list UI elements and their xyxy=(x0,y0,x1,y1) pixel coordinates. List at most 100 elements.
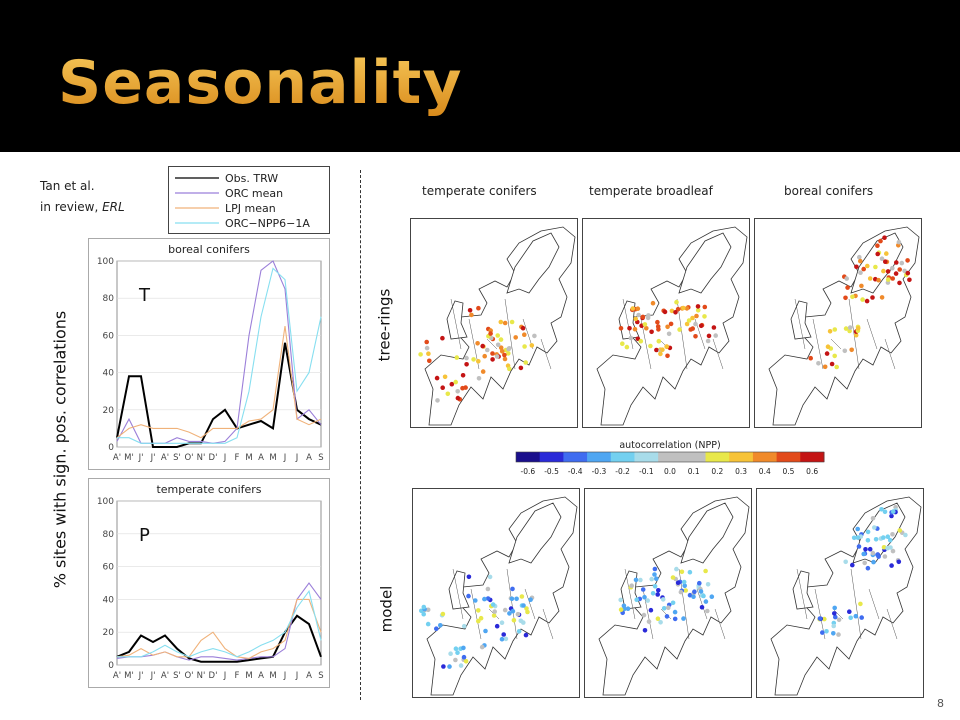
site-dot xyxy=(427,358,432,364)
series-line-obs xyxy=(116,342,322,448)
site-dot xyxy=(448,651,453,656)
site-dot xyxy=(421,611,426,617)
x-tick-label: A xyxy=(258,453,264,463)
site-dot xyxy=(903,532,908,538)
site-dot xyxy=(861,551,866,557)
site-dot xyxy=(875,243,880,248)
colorbar-tick: 0.5 xyxy=(782,467,794,476)
site-dot xyxy=(461,623,467,629)
site-dot xyxy=(634,597,639,602)
site-dot xyxy=(705,338,711,344)
site-dot xyxy=(510,586,515,592)
site-dot xyxy=(473,598,478,603)
site-dot xyxy=(652,572,657,577)
x-tick-label: M xyxy=(245,671,252,681)
site-dot xyxy=(703,568,708,574)
x-tick-label: J' xyxy=(138,671,144,681)
site-dot xyxy=(843,326,849,331)
site-dot xyxy=(648,343,653,349)
site-dot xyxy=(660,597,666,602)
site-dot xyxy=(665,324,670,330)
site-dot xyxy=(669,308,675,314)
map-border xyxy=(712,338,724,370)
map-border xyxy=(884,338,896,370)
site-dot xyxy=(449,381,455,387)
colorbar-swatch xyxy=(539,452,564,462)
site-dot xyxy=(882,554,888,559)
site-dot xyxy=(478,615,484,621)
site-dot xyxy=(858,270,863,275)
site-dot xyxy=(629,583,634,588)
site-dot xyxy=(652,566,658,572)
site-dot xyxy=(847,609,852,614)
site-dot xyxy=(670,600,676,606)
site-dot xyxy=(646,619,652,624)
site-dot xyxy=(655,319,660,325)
x-tick-label: J xyxy=(295,453,299,463)
site-dot xyxy=(509,596,515,602)
map-border xyxy=(486,338,498,350)
chart-title: boreal conifers xyxy=(168,243,250,256)
site-dot xyxy=(650,591,656,596)
site-dot xyxy=(697,580,702,586)
site-dot xyxy=(896,239,902,245)
site-dot xyxy=(618,597,623,603)
site-dot xyxy=(674,299,679,305)
site-dot xyxy=(670,575,676,580)
site-dot xyxy=(857,254,862,260)
site-dot xyxy=(499,620,505,625)
site-dot xyxy=(442,374,448,380)
site-dot xyxy=(703,599,709,604)
site-dot xyxy=(858,601,863,607)
site-dot xyxy=(480,343,485,349)
site-dot xyxy=(702,304,708,310)
site-dot xyxy=(679,569,685,575)
site-dot xyxy=(817,616,823,621)
site-dot xyxy=(498,319,504,325)
site-dot xyxy=(499,636,505,642)
site-dot xyxy=(661,606,667,611)
site-dot xyxy=(461,654,467,660)
site-dot xyxy=(656,338,662,344)
map-border xyxy=(886,608,898,640)
site-dot xyxy=(510,608,516,614)
map-border xyxy=(450,298,462,350)
map-header-boreal-conifers: boreal conifers xyxy=(784,184,874,198)
site-dot xyxy=(825,344,831,349)
site-dot xyxy=(691,594,696,599)
site-dot xyxy=(642,628,648,633)
site-dot xyxy=(426,351,431,356)
site-dot xyxy=(698,323,704,329)
site-dot xyxy=(842,348,848,354)
x-tick-label: M xyxy=(269,671,276,681)
site-dot xyxy=(662,309,668,315)
site-dot xyxy=(492,609,497,614)
site-dot xyxy=(447,664,452,669)
site-dot xyxy=(522,332,527,337)
panel-label: T xyxy=(138,285,151,306)
series-line-lpj xyxy=(116,326,322,439)
chart-panel-temperate: temperate conifers 0 20 40 60 80 100 A' M' J' J' A'… xyxy=(88,478,330,688)
site-dot xyxy=(467,308,473,313)
site-dot xyxy=(882,235,887,240)
site-dot xyxy=(642,322,648,327)
map-model-temperate-conifers xyxy=(412,488,580,698)
site-dot xyxy=(894,260,899,265)
site-dot xyxy=(858,258,863,264)
x-tick-label: S' xyxy=(173,453,181,463)
site-dot xyxy=(507,366,512,372)
x-tick-label: J xyxy=(295,671,299,681)
site-dot xyxy=(873,264,878,270)
colorbar-swatch xyxy=(705,452,730,462)
site-dot xyxy=(833,614,838,620)
site-dot xyxy=(678,589,684,595)
panel-label: P xyxy=(139,525,150,546)
site-dot xyxy=(453,379,458,385)
map-tree-rings-temperate-conifers xyxy=(410,218,578,428)
map-border xyxy=(622,298,634,350)
site-dot xyxy=(466,574,472,580)
y-tick-label: 100 xyxy=(97,257,114,267)
site-dot xyxy=(692,589,697,594)
site-dot xyxy=(855,535,861,540)
